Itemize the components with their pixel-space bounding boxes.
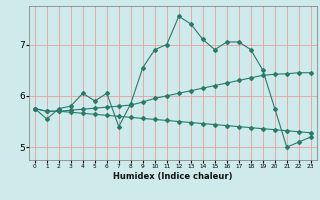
- X-axis label: Humidex (Indice chaleur): Humidex (Indice chaleur): [113, 172, 233, 181]
